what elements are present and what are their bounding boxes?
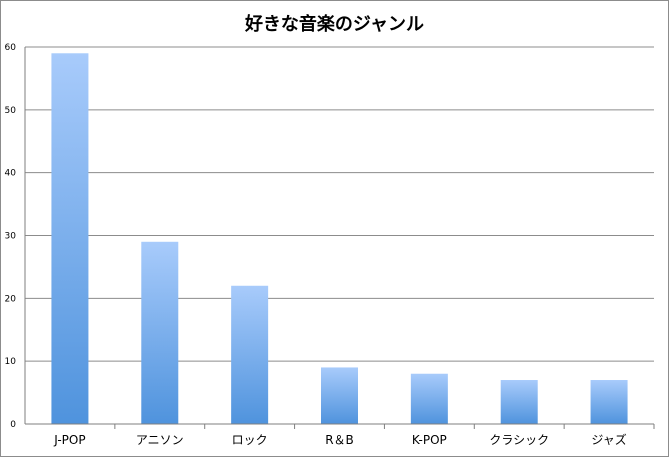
x-tick-label: R＆B: [325, 433, 354, 447]
bar: [141, 241, 179, 424]
x-tick-label: クラシック: [489, 433, 549, 447]
label-layer: 0 10 20 30 40 50 60 J-POP アニソン ロック R＆B K-POP クラシック ジャ…: [5, 43, 627, 447]
bar: [500, 380, 538, 424]
y-tick-label: 50: [5, 106, 17, 116]
x-tick-label: アニソン: [136, 433, 184, 447]
y-tick-label: 20: [5, 294, 17, 304]
bar: [231, 285, 269, 424]
y-tick-label: 30: [5, 232, 17, 242]
grid-layer: [25, 46, 654, 362]
bar: [51, 53, 89, 425]
bar: [410, 373, 448, 424]
bar-layer: [51, 53, 628, 425]
x-tick-label: ロック: [232, 433, 268, 447]
chart-title: 好きな音楽のジャンル: [244, 14, 425, 35]
y-tick-label: 40: [5, 169, 17, 179]
y-tick-label: 0: [10, 420, 16, 430]
x-tick-label: ジャズ: [591, 432, 626, 447]
x-tick-label: J-POP: [53, 433, 85, 447]
y-tick-label: 10: [5, 357, 17, 367]
bar: [321, 367, 358, 424]
bar: [590, 380, 628, 424]
x-tick-label: K-POP: [412, 433, 447, 447]
axis-layer: [24, 47, 655, 429]
y-tick-label: 60: [5, 43, 17, 53]
